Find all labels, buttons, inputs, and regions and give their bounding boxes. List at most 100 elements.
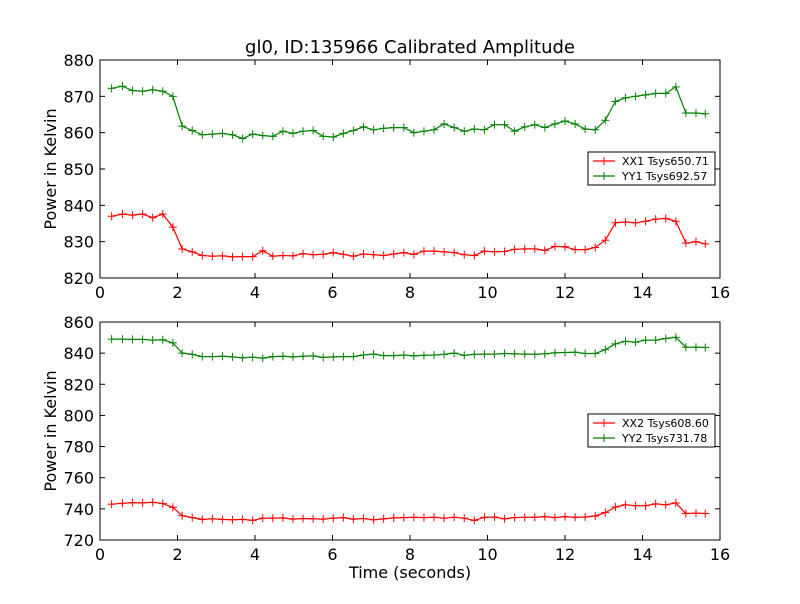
data-point xyxy=(399,351,408,360)
data-point xyxy=(188,247,197,256)
x-tick-label: 6 xyxy=(327,545,337,564)
data-point xyxy=(329,248,338,257)
data-point xyxy=(601,236,610,245)
x-tick-label: 16 xyxy=(710,283,730,302)
data-point xyxy=(440,350,449,359)
data-point xyxy=(460,127,469,136)
data-point xyxy=(409,128,418,137)
x-tick-label: 0 xyxy=(95,545,105,564)
x-tick-label: 12 xyxy=(555,545,575,564)
legend-label: YY1 Tsys692.57 xyxy=(621,170,707,183)
data-point xyxy=(601,345,610,354)
data-point xyxy=(138,335,147,344)
data-point xyxy=(550,348,559,357)
data-point xyxy=(118,210,127,219)
legend-box xyxy=(587,413,716,448)
data-point xyxy=(138,498,147,507)
data-point xyxy=(419,351,428,360)
data-point xyxy=(329,133,338,142)
data-point xyxy=(510,245,519,254)
data-point xyxy=(581,125,590,134)
data-point xyxy=(208,352,217,361)
legend-label: YY2 Tsys731.78 xyxy=(621,432,707,445)
data-point xyxy=(188,513,197,522)
data-point xyxy=(369,515,378,524)
series-line-0-1 xyxy=(111,85,706,140)
data-point xyxy=(339,513,348,522)
data-point xyxy=(701,109,710,118)
y-tick-label: 850 xyxy=(63,160,94,179)
data-point xyxy=(238,515,247,524)
x-tick-label: 16 xyxy=(710,545,730,564)
data-point xyxy=(440,119,449,128)
data-point xyxy=(258,246,267,255)
data-point xyxy=(419,247,428,256)
series-line-1-1 xyxy=(111,336,706,359)
data-point xyxy=(480,513,489,522)
data-point xyxy=(349,515,358,524)
data-point xyxy=(621,337,630,346)
chart-title: gl0, ID:135966 Calibrated Amplitude xyxy=(245,37,575,58)
data-point xyxy=(641,336,650,345)
data-point xyxy=(671,498,680,507)
data-point xyxy=(319,132,328,141)
data-point xyxy=(490,247,499,256)
data-point xyxy=(601,116,610,125)
data-point xyxy=(681,239,690,248)
data-point xyxy=(691,237,700,246)
data-point xyxy=(138,210,147,219)
data-point xyxy=(540,349,549,358)
data-point xyxy=(460,351,469,360)
data-point xyxy=(278,513,287,522)
data-point xyxy=(520,513,529,522)
x-tick-label: 14 xyxy=(632,545,652,564)
x-tick-label: 8 xyxy=(405,283,415,302)
data-point xyxy=(440,247,449,256)
data-point xyxy=(228,352,237,361)
data-point xyxy=(651,215,660,224)
data-point xyxy=(550,513,559,522)
data-point xyxy=(611,97,620,106)
data-point xyxy=(661,500,670,509)
data-point xyxy=(278,251,287,260)
data-point xyxy=(268,352,277,361)
data-point xyxy=(470,251,479,260)
data-point xyxy=(188,126,197,135)
data-point xyxy=(661,89,670,98)
data-point xyxy=(198,352,207,361)
data-point xyxy=(218,352,227,361)
data-point xyxy=(208,252,217,261)
data-point xyxy=(248,516,257,525)
data-point xyxy=(118,82,127,91)
data-point xyxy=(530,244,539,253)
data-point xyxy=(621,93,630,102)
y-tick-label: 860 xyxy=(63,124,94,143)
x-tick-label: 6 xyxy=(327,283,337,302)
data-point xyxy=(238,134,247,143)
legend-label: XX2 Tsys608.60 xyxy=(622,417,709,430)
data-point xyxy=(339,250,348,259)
y-tick-label: 870 xyxy=(63,87,94,106)
y-tick-label: 740 xyxy=(63,500,94,519)
x-tick-label: 12 xyxy=(555,283,575,302)
data-point xyxy=(168,92,177,101)
data-point xyxy=(631,338,640,347)
data-point xyxy=(178,511,187,520)
data-point xyxy=(591,125,600,134)
data-point xyxy=(158,335,167,344)
data-point xyxy=(611,339,620,348)
data-point xyxy=(611,502,620,511)
data-point xyxy=(450,248,459,257)
data-point xyxy=(148,85,157,94)
bottom-panel: 0 2 4 6 8 10 12 14 16 720 740 760 780 800 820 840 860 Pow… xyxy=(41,313,730,582)
data-point xyxy=(631,501,640,510)
data-point xyxy=(701,509,710,518)
data-point xyxy=(138,87,147,96)
data-point xyxy=(198,130,207,139)
data-point xyxy=(671,333,680,342)
data-point xyxy=(440,514,449,523)
data-point xyxy=(107,212,116,221)
y-tick-label: 830 xyxy=(63,233,94,252)
data-point xyxy=(490,350,499,359)
data-point xyxy=(611,218,620,227)
